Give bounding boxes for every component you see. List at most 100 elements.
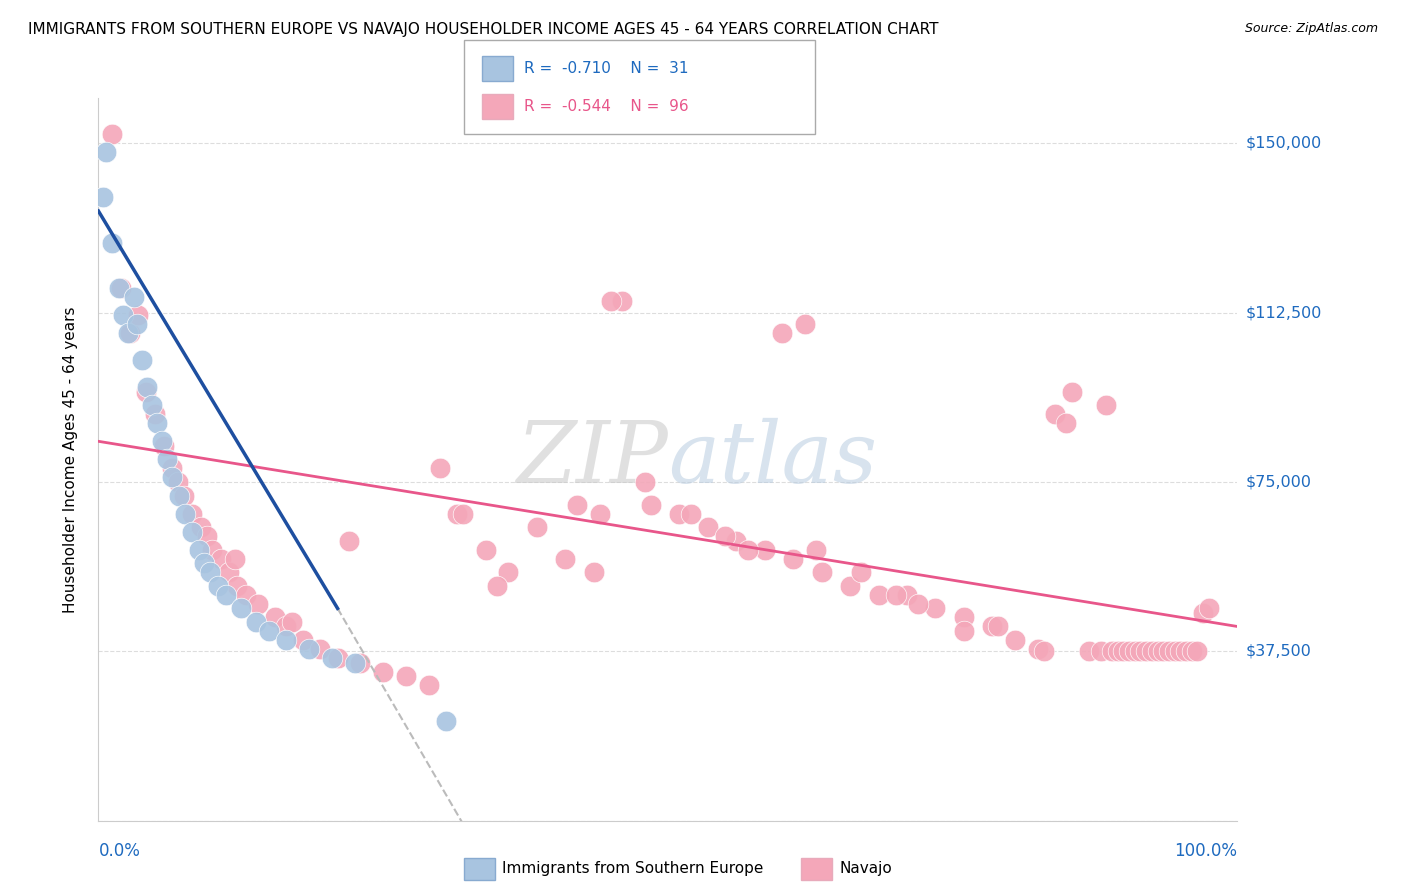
Point bbox=[108, 281, 131, 295]
Point bbox=[884, 588, 907, 602]
Point bbox=[162, 461, 184, 475]
Text: R =  -0.544    N =  96: R = -0.544 N = 96 bbox=[524, 99, 689, 114]
Point bbox=[101, 235, 124, 250]
Point bbox=[953, 610, 976, 624]
Point bbox=[1123, 644, 1146, 658]
Point bbox=[1078, 644, 1101, 658]
Point bbox=[162, 470, 184, 484]
Point bbox=[281, 615, 304, 629]
Point bbox=[1170, 644, 1192, 658]
Point bbox=[446, 507, 468, 521]
Point bbox=[215, 588, 238, 602]
Point bbox=[349, 656, 371, 670]
Point bbox=[190, 520, 212, 534]
Point bbox=[851, 566, 873, 580]
Point bbox=[754, 542, 776, 557]
Point bbox=[474, 542, 496, 557]
Point bbox=[1157, 644, 1180, 658]
Point bbox=[235, 588, 257, 602]
Text: $150,000: $150,000 bbox=[1246, 136, 1322, 151]
Point bbox=[498, 566, 520, 580]
Point bbox=[337, 533, 360, 548]
Point bbox=[167, 475, 190, 489]
Point bbox=[565, 498, 588, 512]
Point bbox=[101, 127, 124, 141]
Point bbox=[110, 281, 132, 295]
Point bbox=[1095, 398, 1118, 412]
Text: IMMIGRANTS FROM SOUTHERN EUROPE VS NAVAJO HOUSEHOLDER INCOME AGES 45 - 64 YEARS : IMMIGRANTS FROM SOUTHERN EUROPE VS NAVAJ… bbox=[28, 22, 939, 37]
Point bbox=[122, 290, 145, 304]
Point bbox=[640, 498, 662, 512]
Point bbox=[91, 190, 114, 204]
Text: ZIP: ZIP bbox=[516, 418, 668, 500]
Point bbox=[486, 579, 509, 593]
Point bbox=[782, 551, 804, 566]
Point bbox=[156, 452, 179, 467]
Point bbox=[526, 520, 548, 534]
Point bbox=[696, 520, 718, 534]
Point bbox=[169, 489, 191, 503]
Point bbox=[987, 619, 1010, 633]
Point bbox=[793, 317, 815, 331]
Point bbox=[117, 326, 139, 340]
Point bbox=[924, 601, 946, 615]
Point bbox=[588, 507, 610, 521]
Point bbox=[839, 579, 862, 593]
Text: Navajo: Navajo bbox=[839, 862, 893, 876]
Point bbox=[981, 619, 1004, 633]
Point bbox=[187, 542, 209, 557]
Point bbox=[180, 524, 202, 539]
Point bbox=[207, 579, 229, 593]
Point bbox=[1192, 606, 1215, 620]
Text: $37,500: $37,500 bbox=[1246, 644, 1312, 659]
Point bbox=[174, 507, 197, 521]
Point bbox=[582, 566, 605, 580]
Point bbox=[173, 489, 195, 503]
Point bbox=[1163, 644, 1185, 658]
Point bbox=[1062, 384, 1084, 399]
Point bbox=[153, 439, 176, 453]
Point bbox=[451, 507, 474, 521]
Point bbox=[209, 551, 232, 566]
Point bbox=[1198, 601, 1220, 615]
Point bbox=[1101, 644, 1123, 658]
Point bbox=[1107, 644, 1129, 658]
Point bbox=[1175, 644, 1198, 658]
Point bbox=[218, 566, 240, 580]
Point bbox=[668, 507, 690, 521]
Text: atlas: atlas bbox=[668, 418, 877, 500]
Point bbox=[326, 651, 349, 665]
Point bbox=[1032, 644, 1054, 658]
Point bbox=[127, 317, 149, 331]
Point bbox=[1152, 644, 1174, 658]
Text: Source: ZipAtlas.com: Source: ZipAtlas.com bbox=[1244, 22, 1378, 36]
Point bbox=[1056, 417, 1078, 431]
Point bbox=[141, 398, 163, 412]
Point bbox=[343, 656, 366, 670]
Point bbox=[145, 407, 167, 421]
Point bbox=[1140, 644, 1163, 658]
Point bbox=[953, 624, 976, 638]
Point bbox=[298, 642, 321, 657]
Point bbox=[737, 542, 759, 557]
Point bbox=[395, 669, 418, 683]
Point bbox=[429, 461, 451, 475]
Point bbox=[145, 417, 167, 431]
Point bbox=[198, 566, 221, 580]
Point bbox=[554, 551, 576, 566]
Point bbox=[276, 633, 298, 648]
Point bbox=[259, 624, 281, 638]
Point bbox=[131, 353, 153, 368]
Point bbox=[868, 588, 890, 602]
Point bbox=[896, 588, 918, 602]
Point bbox=[321, 651, 343, 665]
Text: Immigrants from Southern Europe: Immigrants from Southern Europe bbox=[502, 862, 763, 876]
Point bbox=[1118, 644, 1140, 658]
Point bbox=[127, 308, 149, 322]
Point bbox=[418, 678, 440, 692]
Point bbox=[193, 556, 215, 570]
Point bbox=[226, 579, 249, 593]
Point bbox=[725, 533, 748, 548]
Point bbox=[292, 633, 315, 648]
Point bbox=[907, 597, 929, 611]
